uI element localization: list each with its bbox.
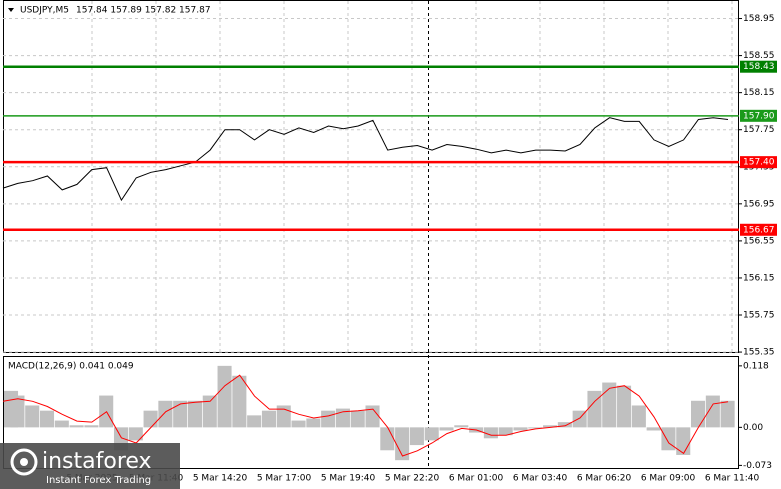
histogram-bar xyxy=(217,365,232,428)
macd-pane-frame xyxy=(3,356,739,469)
symbol: USDJPY,M5 xyxy=(20,6,69,16)
y-tick-label: 0.00 xyxy=(743,423,763,433)
histogram-bar xyxy=(232,375,247,428)
y-tick-label: 158.95 xyxy=(743,14,775,24)
histogram-bar xyxy=(483,427,498,439)
y-tick-label: 0.118 xyxy=(743,361,769,371)
level-label: 157.90 xyxy=(743,111,775,121)
histogram-bar xyxy=(720,400,735,428)
histogram-bar xyxy=(676,427,691,455)
histogram-bar xyxy=(321,410,336,428)
histogram-bar xyxy=(261,410,276,428)
histogram-bar xyxy=(247,415,262,428)
level-label-bg xyxy=(740,156,777,169)
histogram-bar xyxy=(69,425,84,428)
signal-line xyxy=(2,374,729,457)
histogram-bar xyxy=(365,405,380,428)
histogram-bar xyxy=(276,405,291,428)
histogram-bar xyxy=(424,427,439,441)
histogram-bar xyxy=(498,427,513,436)
histogram-bar xyxy=(395,427,410,461)
histogram-bar xyxy=(39,410,55,428)
x-tick-label: 6 Mar 09:00 xyxy=(641,474,696,484)
y-tick-label: 157.75 xyxy=(743,125,775,135)
histogram-bar xyxy=(661,427,676,451)
histogram-bar xyxy=(646,427,661,431)
x-tick-label: 5 Mar 19:40 xyxy=(321,474,376,484)
macd-title: MACD(12,26,9) 0.041 0.049 xyxy=(8,362,134,372)
histogram-bar xyxy=(528,427,543,429)
tagline: Instant Forex Trading xyxy=(46,475,151,486)
histogram-bar xyxy=(409,427,424,446)
y-tick-label: 158.15 xyxy=(743,88,775,98)
menu-triangle xyxy=(8,8,14,12)
x-tick-label: 5 Mar 14:20 xyxy=(193,474,248,484)
x-tick-label: 6 Mar 11:40 xyxy=(705,474,760,484)
level-label: 158.43 xyxy=(743,62,775,72)
x-tick-label: 6 Mar 01:00 xyxy=(449,474,504,484)
histogram-bar xyxy=(10,395,25,428)
level-label-bg xyxy=(740,223,777,236)
histogram-bar xyxy=(187,400,203,428)
y-tick-label: 158.55 xyxy=(743,51,775,61)
y-tick-label: 156.15 xyxy=(743,273,775,283)
histogram-bar xyxy=(543,425,558,428)
x-tick-label: 5 Mar 17:00 xyxy=(257,474,312,484)
watermark: instaforex Instant Forex Trading xyxy=(0,443,180,489)
y-tick-label: 155.35 xyxy=(743,348,775,358)
histogram-bar xyxy=(439,427,454,431)
histogram-bar xyxy=(350,410,365,428)
histogram-bar xyxy=(173,400,188,428)
histogram-bar xyxy=(454,425,469,428)
x-tick-label: 6 Mar 06:20 xyxy=(577,474,632,484)
histogram-bar xyxy=(617,385,632,428)
histogram-bar xyxy=(380,427,395,451)
histogram-bar xyxy=(306,418,321,428)
histogram-bar xyxy=(158,400,173,428)
histogram-bar xyxy=(291,420,306,428)
histogram-bar xyxy=(631,405,646,428)
y-tick-label: 156.95 xyxy=(743,199,775,209)
level-label: 157.40 xyxy=(743,158,775,168)
histogram-bar xyxy=(513,427,528,431)
histogram-bar xyxy=(25,405,40,428)
histogram-bar xyxy=(691,400,706,428)
plot xyxy=(2,65,739,461)
histogram-bar xyxy=(587,390,602,428)
x-tick-label: 6 Mar 03:40 xyxy=(513,474,568,484)
price-line xyxy=(2,117,729,202)
grid xyxy=(3,1,739,353)
y-tick-label: 156.55 xyxy=(743,236,775,246)
histogram-bar xyxy=(54,420,69,428)
logo-dot xyxy=(20,458,28,466)
level-label-bg xyxy=(740,109,777,122)
histogram-bar xyxy=(84,425,99,428)
histogram-bar xyxy=(202,395,217,428)
y-tick-label: -0.073 xyxy=(743,461,772,471)
histogram-bar xyxy=(143,410,158,428)
x-tick-label: 5 Mar 22:20 xyxy=(385,474,440,484)
logo-icon xyxy=(10,448,38,476)
level-label-bg xyxy=(740,60,777,73)
y-tick-label: 155.75 xyxy=(743,311,775,321)
histogram-bar xyxy=(128,427,143,441)
histogram-bar xyxy=(602,382,617,428)
level-label: 156.67 xyxy=(743,225,775,235)
ohlc: 157.84 157.89 157.82 157.87 xyxy=(76,6,211,16)
brand: instaforex xyxy=(42,449,152,474)
histogram-bar xyxy=(557,422,572,428)
